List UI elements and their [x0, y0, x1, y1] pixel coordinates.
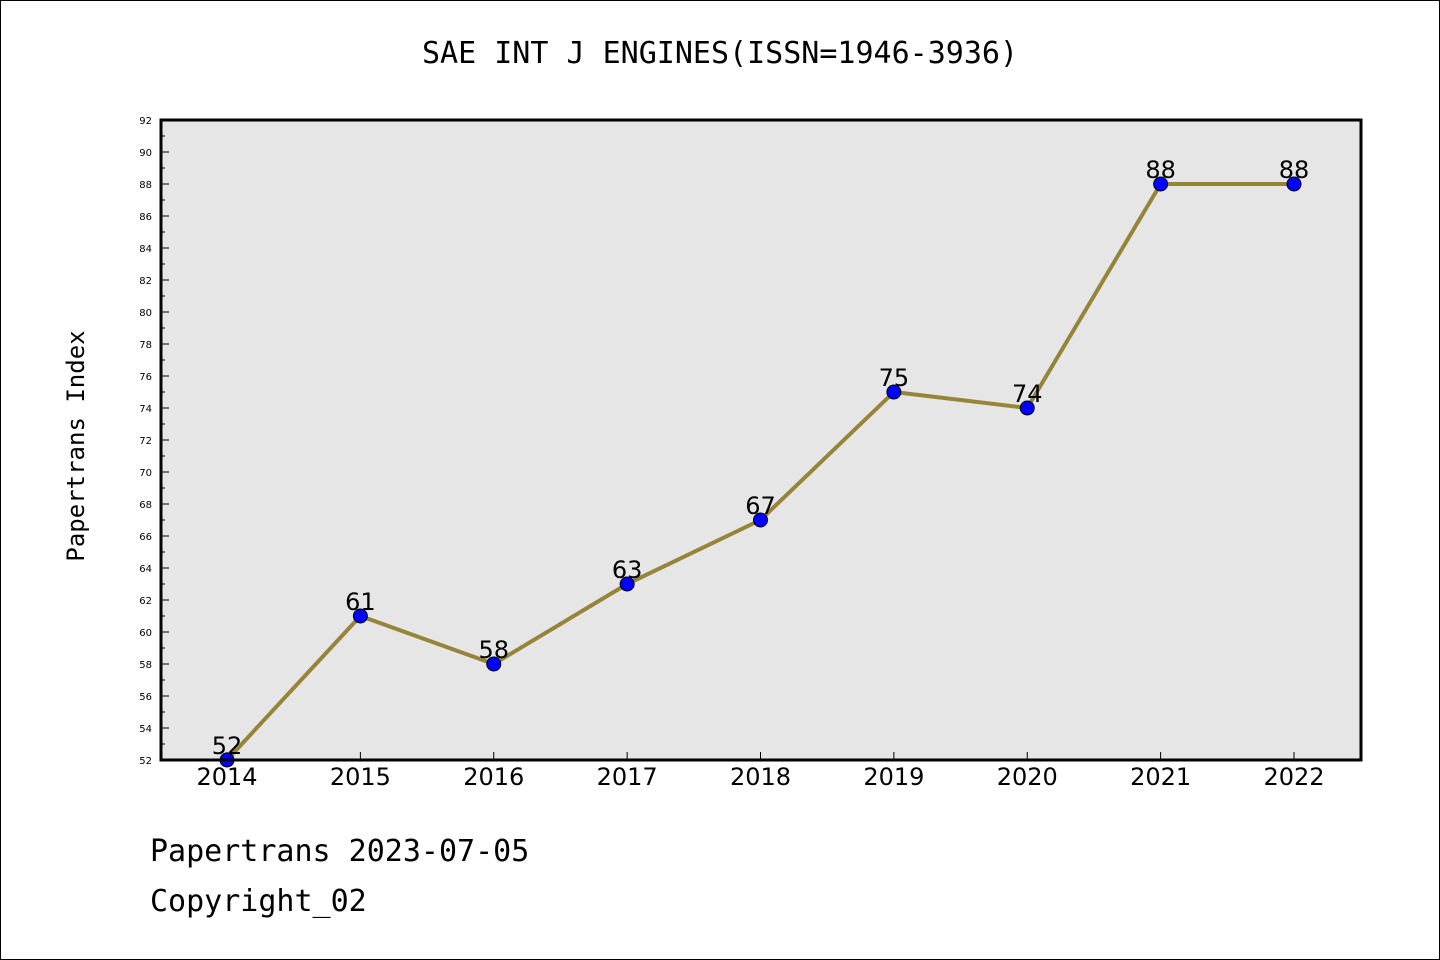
data-label: 67 [745, 492, 776, 520]
x-tick-label: 2016 [463, 763, 524, 791]
y-tick-label: 90 [139, 148, 152, 159]
data-label: 88 [1279, 156, 1310, 184]
y-tick-label: 80 [139, 308, 152, 319]
y-tick-label: 60 [139, 628, 152, 639]
data-point [619, 576, 635, 592]
x-tick-label: 2018 [730, 763, 791, 791]
y-tick-label: 78 [139, 340, 152, 351]
x-tick-label: 2014 [196, 763, 257, 791]
x-tick-label: 2022 [1263, 763, 1324, 791]
chart-title: SAE INT J ENGINES(ISSN=1946-3936) [421, 36, 1019, 71]
y-tick-label: 52 [139, 756, 152, 767]
data-point [486, 656, 502, 672]
y-tick-label: 66 [139, 532, 152, 543]
x-tick-label: 2015 [330, 763, 391, 791]
x-tick-label: 2019 [863, 763, 924, 791]
data-label: 52 [212, 732, 243, 760]
data-point [1153, 176, 1169, 192]
data-point [352, 608, 368, 624]
x-tick-label: 2020 [997, 763, 1058, 791]
y-tick-label: 74 [139, 404, 152, 415]
x-tick-label: 2021 [1130, 763, 1191, 791]
y-tick-label: 92 [139, 116, 152, 127]
data-point [886, 384, 902, 400]
footer-copyright: Copyright_02 [150, 884, 367, 919]
y-tick-label: 76 [139, 372, 152, 383]
plot-border [159, 118, 1363, 762]
y-tick-label: 56 [139, 692, 152, 703]
data-label: 63 [612, 556, 643, 584]
y-tick-label: 72 [139, 436, 152, 447]
footer-date: Papertrans 2023-07-05 [150, 834, 530, 869]
y-tick-label: 86 [139, 212, 152, 223]
y-tick-label: 62 [139, 596, 152, 607]
y-tick-label: 88 [139, 180, 152, 191]
y-tick-label: 54 [139, 724, 152, 735]
data-label: 74 [1012, 380, 1043, 408]
data-label: 61 [345, 588, 376, 616]
y-tick-label: 70 [139, 468, 152, 479]
y-tick-label: 68 [139, 500, 152, 511]
data-point [1019, 400, 1035, 416]
y-tick-label: 84 [139, 244, 152, 255]
data-label: 88 [1145, 156, 1176, 184]
data-point [753, 512, 768, 528]
data-point [1286, 176, 1302, 192]
data-label: 58 [478, 636, 509, 664]
plot-area [161, 120, 1361, 760]
y-tick-label: 64 [139, 564, 152, 575]
y-tick-label: 82 [139, 276, 152, 287]
x-tick-label: 2017 [597, 763, 658, 791]
data-label: 75 [879, 364, 910, 392]
y-tick-label: 58 [139, 660, 152, 671]
